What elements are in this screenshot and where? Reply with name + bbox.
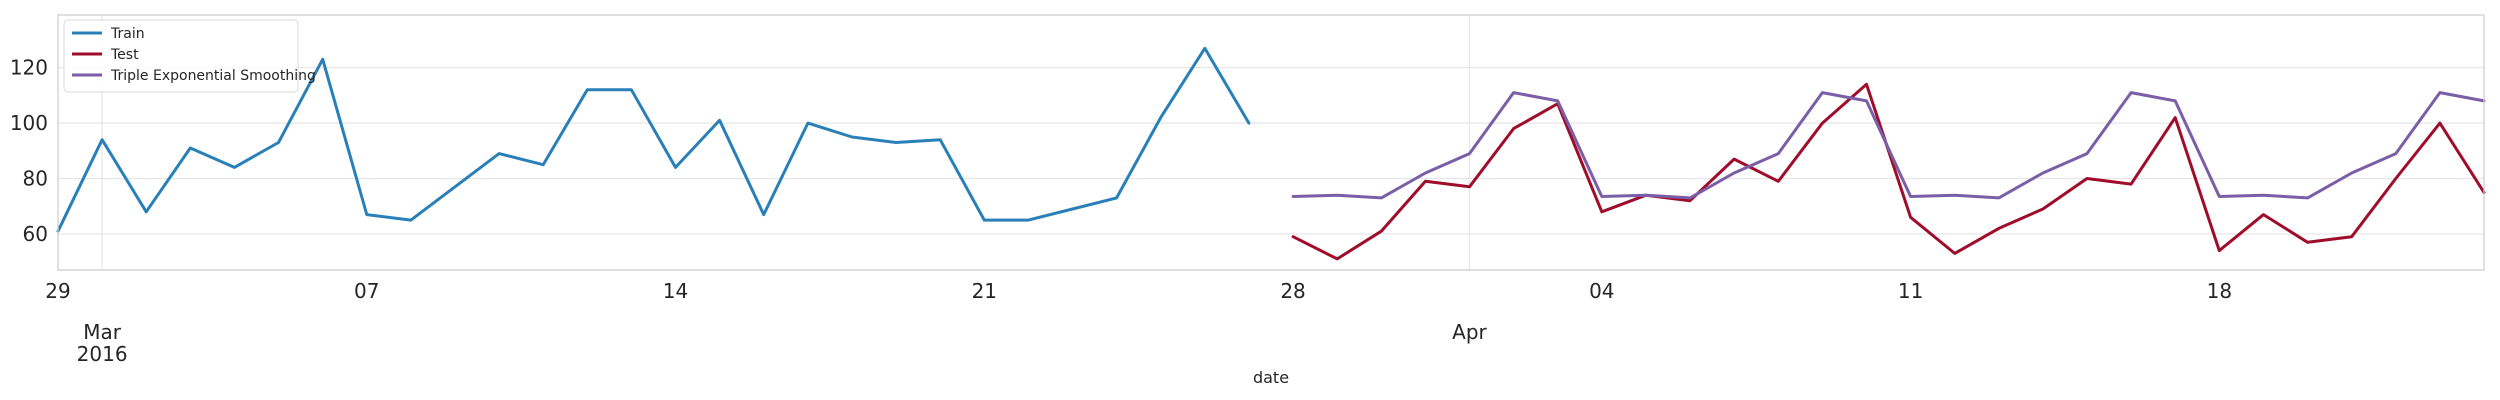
y-tick-label: 80 [23,167,48,191]
x-tick-label: 14 [663,279,688,303]
y-tick-label: 100 [10,111,48,135]
legend-label: Train [110,26,145,42]
y-tick-labels: 60 80 100 120 [10,56,48,246]
legend-label: Test [110,47,139,63]
legend: Train Test Triple Exponential Smoothing [63,19,316,93]
x-tick-label: 04 [1589,279,1614,303]
x-major-tick-sublabel: 2016 [77,342,128,366]
y-tick-label: 60 [23,222,48,246]
legend-label: Triple Exponential Smoothing [110,68,316,84]
series-lines [56,46,2486,261]
x-major-tick-label: Mar [83,320,122,344]
series-line-1 [1291,82,2486,261]
x-axis-label: date [1253,368,1289,387]
series-line-2 [1291,91,2486,200]
x-tick-label: 18 [2207,279,2232,303]
y-tick-label: 120 [10,56,48,80]
legend-box [63,19,299,93]
x-tick-label: 29 [45,279,70,303]
x-tick-label: 21 [972,279,997,303]
grid-lines [58,15,2484,270]
x-tick-label: 28 [1280,279,1305,303]
x-major-tick-label: Apr [1452,320,1487,344]
plot-frame [57,14,2485,271]
x-tick-label: 11 [1898,279,1923,303]
series-line-0 [56,46,1251,233]
x-tick-label: 07 [354,279,379,303]
